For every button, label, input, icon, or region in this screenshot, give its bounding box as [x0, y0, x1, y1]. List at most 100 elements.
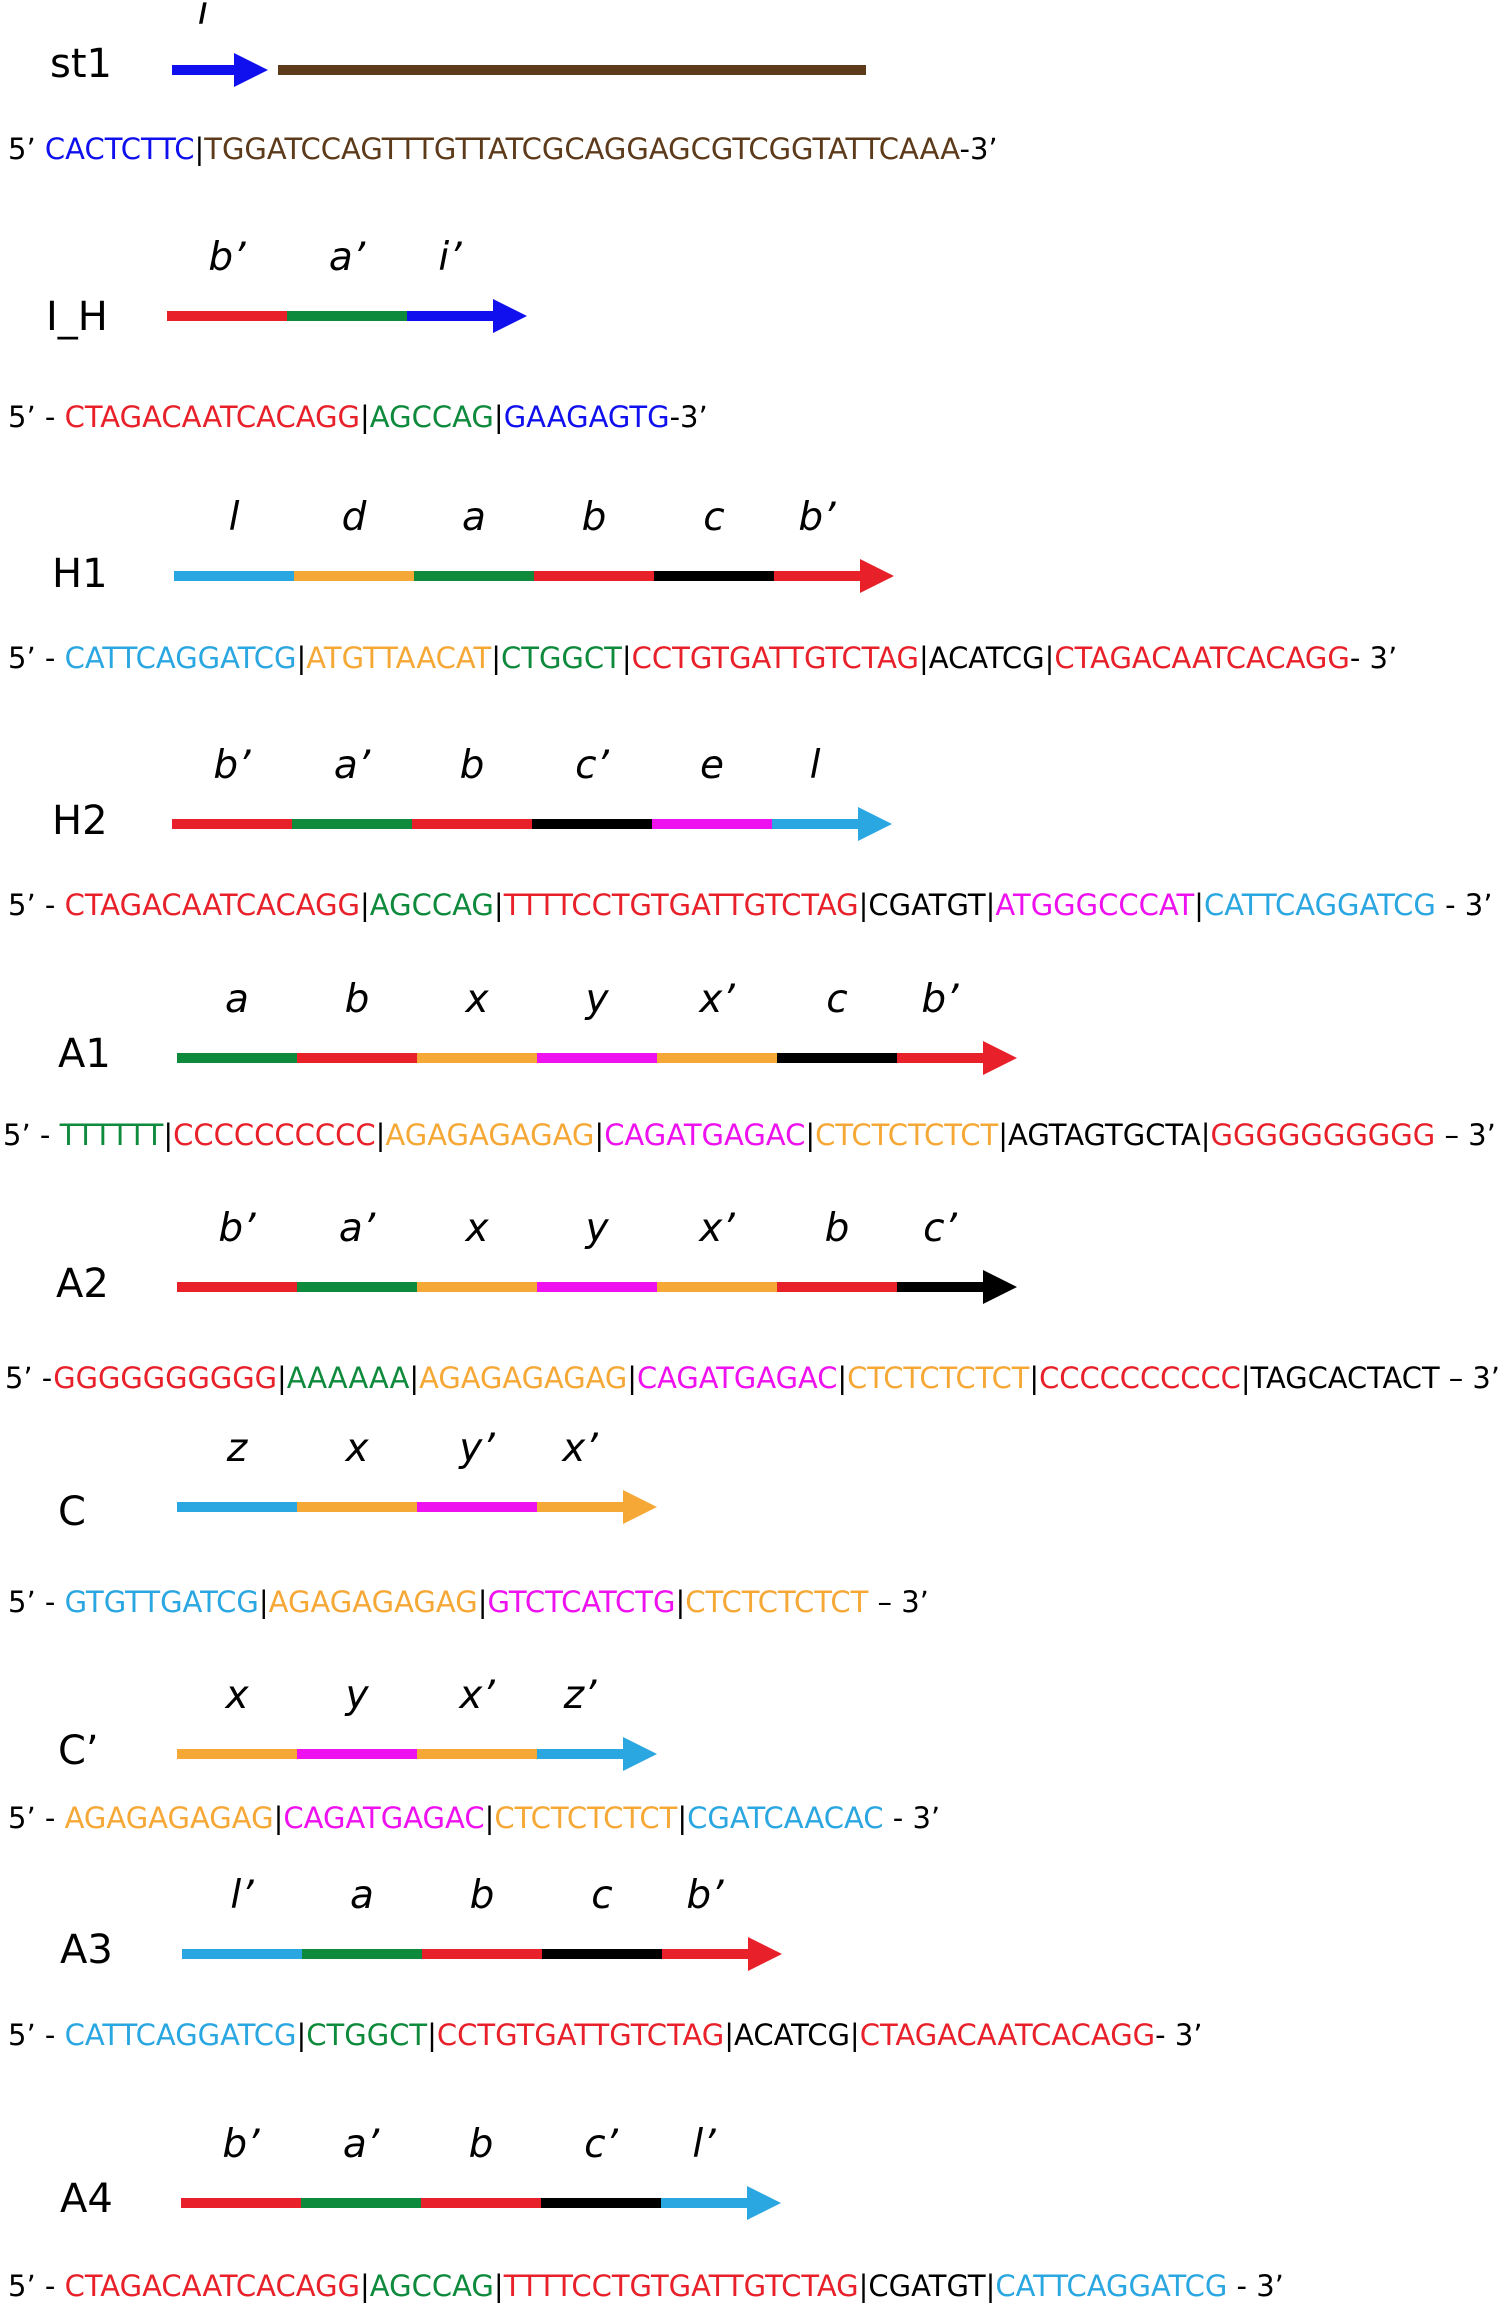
sequence-part: CATTCAGGATCG	[65, 641, 297, 675]
sequence-part: 5’ -	[8, 1801, 65, 1835]
domain-bar	[537, 1053, 657, 1063]
domain-bar	[297, 1053, 417, 1063]
domain-bar	[297, 1749, 417, 1759]
domain-separator: |	[1029, 1361, 1039, 1395]
sequence-part: CGATGT	[868, 888, 985, 922]
domain-label: a’	[343, 2122, 380, 2167]
strand-name: A2	[56, 1261, 109, 1307]
domain-bar	[777, 1282, 897, 1292]
domain-bar	[534, 571, 654, 581]
sequence-line: 5’ CACTCTTC|TGGATCCAGTTTGTTATCGCAGGAGCGT…	[8, 132, 998, 166]
domain-bar	[181, 2198, 301, 2208]
domain-bar	[177, 1282, 297, 1292]
sequence-part: 5’ -	[8, 888, 65, 922]
sequence-part: – 3’	[1440, 1361, 1500, 1395]
sequence-part: 5’ -	[3, 1118, 60, 1152]
sequence-part: AGAGAGAGAG	[65, 1801, 274, 1835]
domain-bar	[657, 1053, 777, 1063]
domain-label: y	[584, 1206, 609, 1251]
sequence-part: CACTCTTC	[45, 132, 195, 166]
sequence-part: CTAGACAATCACAGG	[65, 888, 360, 922]
sequence-line: 5’ - CTAGACAATCACAGG|AGCCAG|TTTTCCTGTGAT…	[8, 2269, 1284, 2303]
domain-separator: |	[724, 2018, 734, 2052]
domain-label: b’	[686, 1873, 724, 1918]
domain-label: b’	[208, 235, 246, 280]
domain-bar	[652, 819, 772, 829]
domain-bar	[177, 1749, 297, 1759]
sequence-part: AGAGAGAGAG	[419, 1361, 627, 1395]
domain-label: b’	[218, 1206, 256, 1251]
sequence-part: – 3’	[1435, 1118, 1496, 1152]
sequence-part: CTCTCTCTCT	[494, 1801, 677, 1835]
sequence-part: CTCTCTCTCT	[815, 1118, 998, 1152]
domain-separator: |	[494, 400, 504, 434]
domain-unlabeled-segment	[278, 65, 866, 75]
domain-bar	[532, 819, 652, 829]
sequence-part: GTCTCATCTG	[487, 1585, 675, 1619]
domain-separator: |	[919, 641, 929, 675]
sequence-part: TTTTTT	[59, 1118, 164, 1152]
domain-bar	[407, 311, 493, 321]
domain-separator: |	[360, 888, 370, 922]
domain-bar	[421, 2198, 541, 2208]
domain-bar	[412, 819, 532, 829]
domain-bar	[302, 1949, 422, 1959]
domain-bar	[657, 1282, 777, 1292]
domain-label: c’	[575, 743, 609, 788]
domain-bar	[174, 571, 294, 581]
sequence-part: -3’	[960, 132, 998, 166]
domain-separator: |	[360, 400, 370, 434]
domain-bar	[537, 1502, 623, 1512]
sequence-part: CGATGT	[868, 2269, 985, 2303]
sequence-part: 5’ -	[8, 1585, 65, 1619]
domain-label: b’	[213, 743, 251, 788]
domain-separator: |	[194, 132, 204, 166]
domain-bar	[654, 571, 774, 581]
domain-separator: |	[409, 1361, 419, 1395]
domain-separator: |	[805, 1118, 815, 1152]
domain-separator: |	[360, 2269, 370, 2303]
domain-label: b	[469, 2122, 494, 2167]
domain-bar	[301, 2198, 421, 2208]
strand-name: H1	[52, 551, 108, 597]
domain-separator: |	[622, 641, 632, 675]
domain-separator: |	[491, 641, 501, 675]
domain-label: d	[342, 495, 367, 540]
sequence-part: CAGATGAGAC	[604, 1118, 805, 1152]
strand-name: C	[58, 1489, 86, 1535]
domain-separator: |	[277, 1361, 287, 1395]
sequence-part: - 3’	[884, 1801, 941, 1835]
sequence-line: 5’ - GTGTTGATCG|AGAGAGAGAG|GTCTCATCTG|CT…	[8, 1585, 929, 1619]
domain-label: a’	[329, 235, 366, 280]
sequence-part: - 3’	[1350, 641, 1397, 675]
domain-label: b	[582, 495, 607, 540]
domain-separator: |	[163, 1118, 173, 1152]
domain-label: c	[591, 1873, 612, 1918]
domain-separator: |	[986, 2269, 996, 2303]
domain-bar	[774, 571, 860, 581]
strand-name: H2	[52, 798, 108, 844]
domain-label: x	[463, 977, 489, 1022]
domain-label: b	[470, 1873, 495, 1918]
sequence-part: - 3’	[1436, 888, 1493, 922]
domain-label: l’	[692, 2122, 716, 2167]
domain-separator: |	[837, 1361, 847, 1395]
domain-separator: |	[485, 1801, 495, 1835]
sequence-part: CTAGACAATCACAGG	[860, 2018, 1155, 2052]
sequence-part: CTAGACAATCACAGG	[1054, 641, 1349, 675]
domain-separator: |	[1194, 888, 1204, 922]
domain-separator: |	[478, 1585, 488, 1619]
domain-bar	[414, 571, 534, 581]
sequence-part: AGCCAG	[370, 400, 494, 434]
domain-separator: |	[494, 2269, 504, 2303]
sequence-part: CGATCAACAC	[687, 1801, 883, 1835]
domain-bar	[661, 2198, 747, 2208]
domain-label: a’	[334, 743, 371, 788]
domain-label: c	[826, 977, 847, 1022]
domain-separator: |	[677, 1801, 687, 1835]
domain-separator: |	[259, 1585, 269, 1619]
domain-bar	[167, 311, 287, 321]
sequence-line: 5’ - AGAGAGAGAG|CAGATGAGAC|CTCTCTCTCT|CG…	[8, 1801, 940, 1835]
sequence-part: TGGATCCAGTTTGTTATCGCAGGAGCGTCGGTATTCAAA	[203, 132, 960, 166]
